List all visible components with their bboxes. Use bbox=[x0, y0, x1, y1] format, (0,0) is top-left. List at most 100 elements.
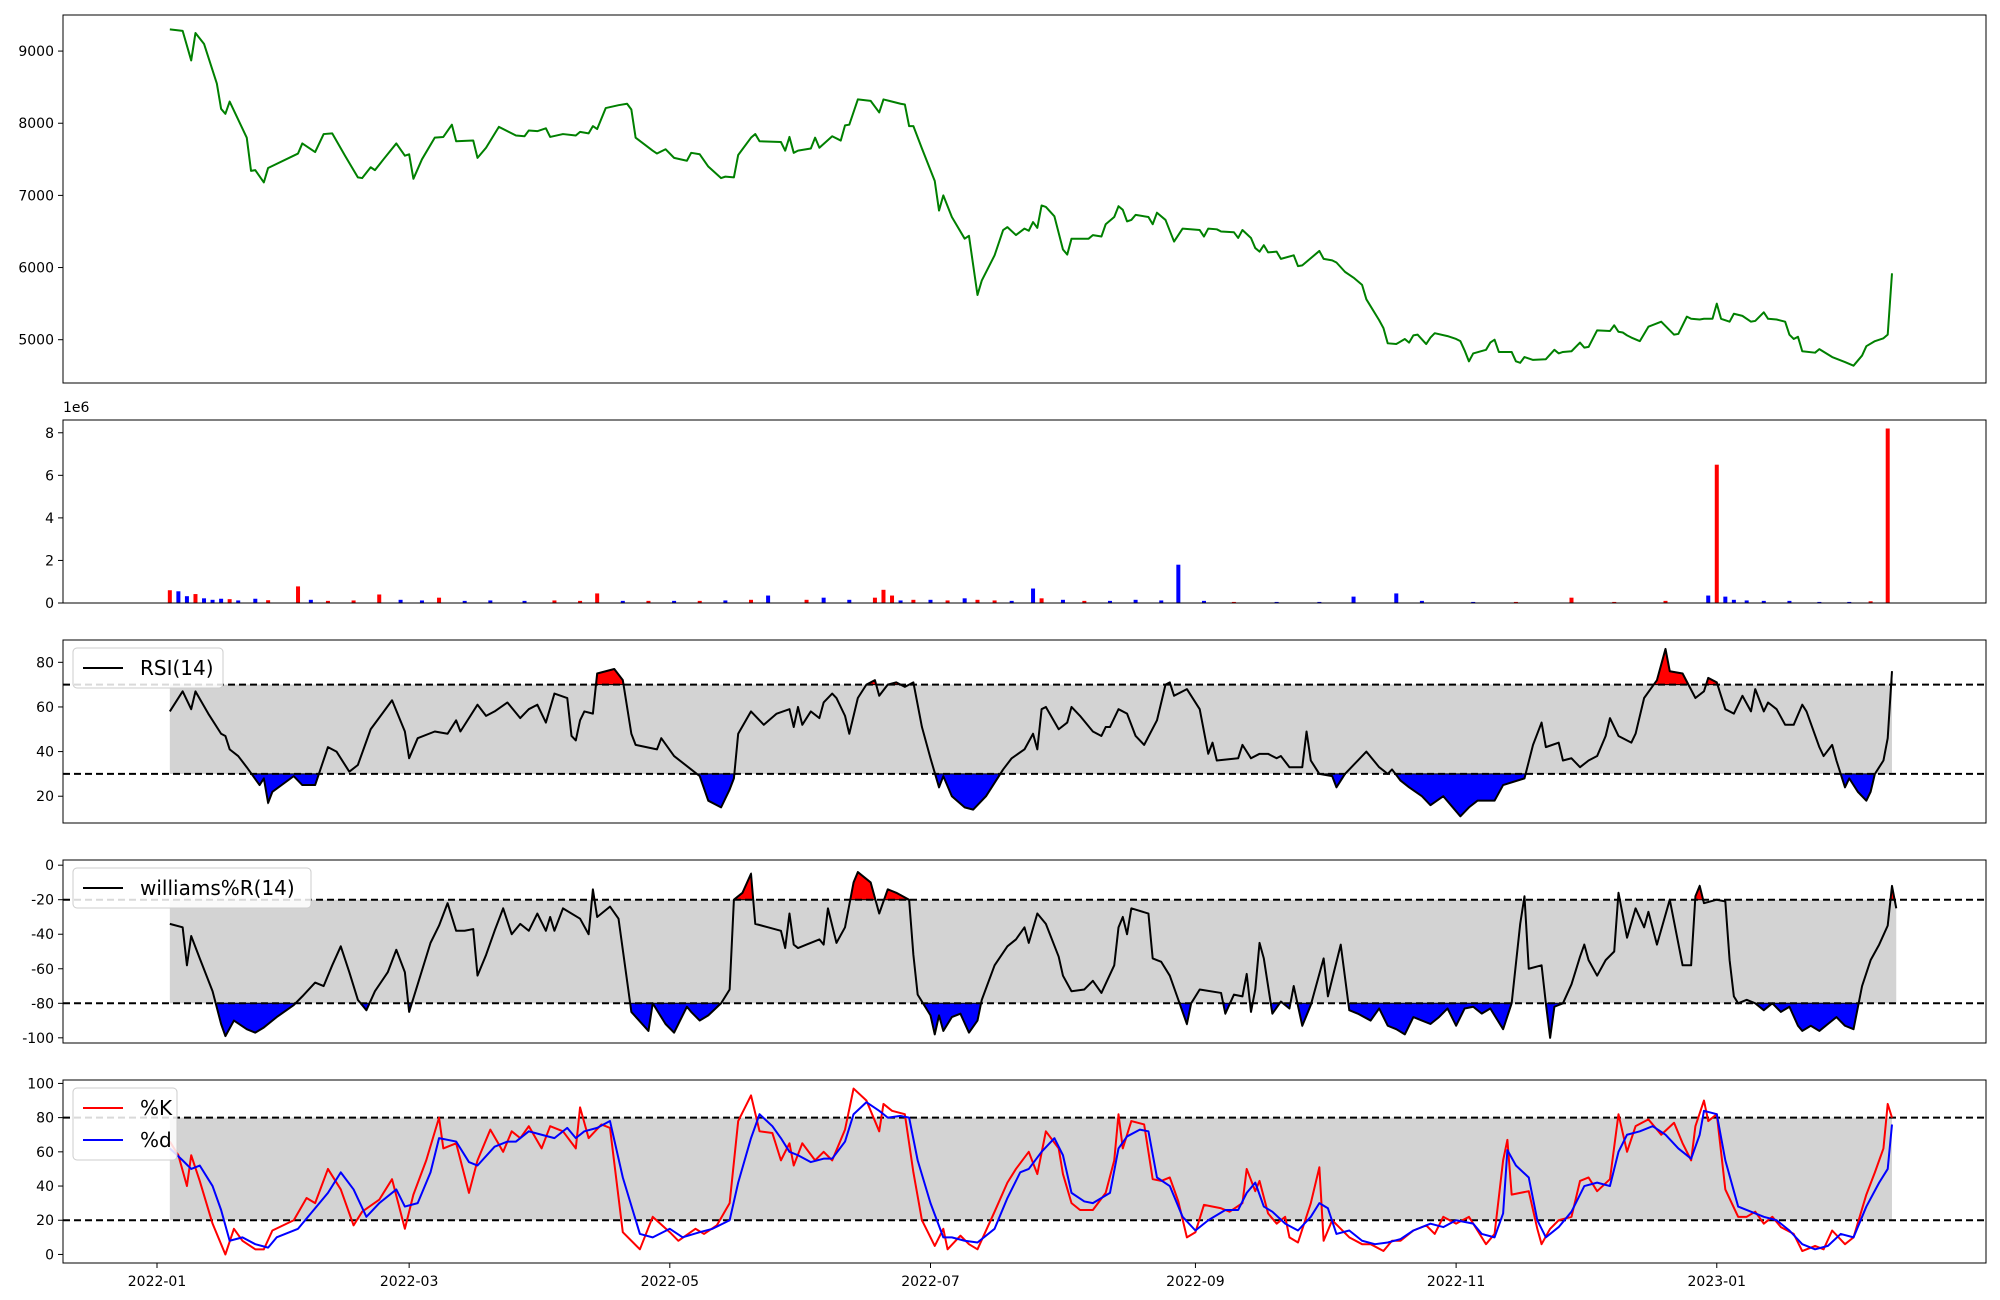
volume-bar bbox=[911, 599, 916, 603]
price-panel-background bbox=[63, 15, 1986, 383]
x-tick-label: 2023-01 bbox=[1688, 1274, 1747, 1290]
volume-bar bbox=[398, 599, 403, 603]
volume-bar bbox=[488, 600, 493, 603]
neutral-band bbox=[169, 684, 1892, 774]
rsi-panel-frame bbox=[62, 639, 1987, 824]
rsi-panel: 20 40 60 80 RSI(14) bbox=[36, 639, 1987, 824]
volume-bar bbox=[821, 597, 826, 603]
volume-bar bbox=[646, 600, 651, 603]
y-tick-label: 5000 bbox=[18, 333, 54, 349]
volume-bar bbox=[1031, 588, 1036, 603]
legend-label: %K bbox=[140, 1096, 173, 1120]
volume-bar bbox=[1663, 600, 1668, 603]
volume-bar bbox=[210, 599, 215, 603]
y-tick-label: 0 bbox=[45, 858, 54, 874]
volume-bar bbox=[522, 600, 527, 603]
volume-bar bbox=[1351, 596, 1356, 603]
y-tick-label: 80 bbox=[36, 655, 54, 671]
volume-bar bbox=[766, 595, 771, 603]
volume-bar bbox=[419, 600, 424, 603]
volume-bar bbox=[1082, 600, 1087, 603]
volume-bar bbox=[266, 600, 271, 603]
legend-label: williams%R(14) bbox=[140, 876, 295, 900]
volume-bar bbox=[1847, 601, 1852, 603]
volume-bar bbox=[1761, 600, 1766, 603]
y-tick-label: 80 bbox=[36, 1111, 54, 1127]
legend-box bbox=[72, 647, 224, 689]
volume-bar bbox=[1471, 601, 1476, 603]
y-tick-label: -60 bbox=[31, 962, 54, 978]
y-tick-label: 9000 bbox=[18, 44, 54, 60]
volume-bar bbox=[184, 596, 189, 603]
volume-bar bbox=[253, 598, 258, 603]
volume-panel: 0 2 4 6 8 1e6 bbox=[45, 400, 1987, 612]
y-axis-offset-label: 1e6 bbox=[63, 400, 90, 416]
volume-bar bbox=[847, 599, 852, 603]
volume-bar bbox=[1107, 600, 1112, 603]
x-tick-label: 2022-05 bbox=[641, 1274, 700, 1290]
volume-bar bbox=[1394, 593, 1399, 603]
volume-bar bbox=[377, 594, 382, 603]
y-tick-label: -80 bbox=[31, 996, 54, 1012]
volume-bar bbox=[1009, 600, 1014, 603]
volume-bar bbox=[325, 600, 330, 603]
y-tick-label: 40 bbox=[36, 745, 54, 761]
y-tick-label: 6000 bbox=[18, 261, 54, 277]
y-tick-label: 0 bbox=[45, 596, 54, 612]
volume-bar bbox=[1569, 597, 1574, 603]
volume-bar bbox=[1714, 464, 1719, 603]
volume-bar bbox=[928, 599, 933, 603]
legend-label: %d bbox=[140, 1128, 172, 1152]
x-tick-label: 2022-03 bbox=[380, 1274, 439, 1290]
volume-bar bbox=[672, 600, 677, 603]
volume-bar bbox=[1868, 601, 1873, 603]
y-tick-label: 4 bbox=[45, 511, 54, 527]
volume-bar bbox=[945, 600, 950, 603]
volume-bar bbox=[881, 589, 886, 603]
volume-bar bbox=[872, 597, 877, 603]
legend-box bbox=[72, 1087, 178, 1161]
y-tick-label: -40 bbox=[31, 927, 54, 943]
volume-bar bbox=[308, 599, 313, 603]
volume-bar bbox=[1274, 601, 1279, 603]
y-tick-label: 60 bbox=[36, 700, 54, 716]
y-tick-label: 100 bbox=[27, 1076, 54, 1092]
y-tick-label: 8000 bbox=[18, 116, 54, 132]
volume-bar bbox=[202, 598, 207, 603]
volume-bar bbox=[595, 593, 600, 603]
volume-bar bbox=[1885, 428, 1890, 603]
x-tick-label: 2022-01 bbox=[128, 1274, 187, 1290]
volume-bar bbox=[620, 600, 625, 603]
volume-bar bbox=[1787, 600, 1792, 603]
y-tick-label: 60 bbox=[36, 1145, 54, 1161]
y-tick-label: 20 bbox=[36, 789, 54, 805]
volume-bar bbox=[462, 600, 467, 603]
y-tick-label: 7000 bbox=[18, 188, 54, 204]
volume-bar bbox=[236, 600, 241, 603]
y-tick-label: 6 bbox=[45, 468, 54, 484]
volume-bar bbox=[176, 591, 181, 603]
price-panel-frame bbox=[62, 14, 1987, 384]
volume-bar bbox=[1419, 600, 1424, 603]
y-tick-label: -100 bbox=[22, 1031, 54, 1047]
y-tick-label: 40 bbox=[36, 1179, 54, 1195]
volume-bar bbox=[1133, 599, 1138, 603]
volume-bar bbox=[193, 594, 198, 603]
volume-bar bbox=[219, 598, 224, 603]
williams-line bbox=[169, 871, 1898, 1039]
volume-bar bbox=[578, 600, 583, 603]
volume-bar bbox=[552, 600, 557, 603]
volume-bar bbox=[1159, 600, 1164, 603]
volume-bar bbox=[167, 590, 172, 603]
volume-bar bbox=[1231, 601, 1236, 603]
legend-label: RSI(14) bbox=[140, 656, 214, 680]
volume-bar bbox=[1201, 600, 1206, 603]
williams-panel: 0 -20 -40 -60 -80 -100 williams%R(14) bbox=[22, 858, 1987, 1047]
volume-bar bbox=[723, 600, 728, 603]
x-tick-label: 2022-07 bbox=[901, 1274, 960, 1290]
volume-bar bbox=[1176, 564, 1181, 603]
volume-bar bbox=[890, 595, 895, 603]
volume-bar bbox=[1317, 601, 1322, 603]
volume-bar bbox=[1744, 600, 1749, 603]
